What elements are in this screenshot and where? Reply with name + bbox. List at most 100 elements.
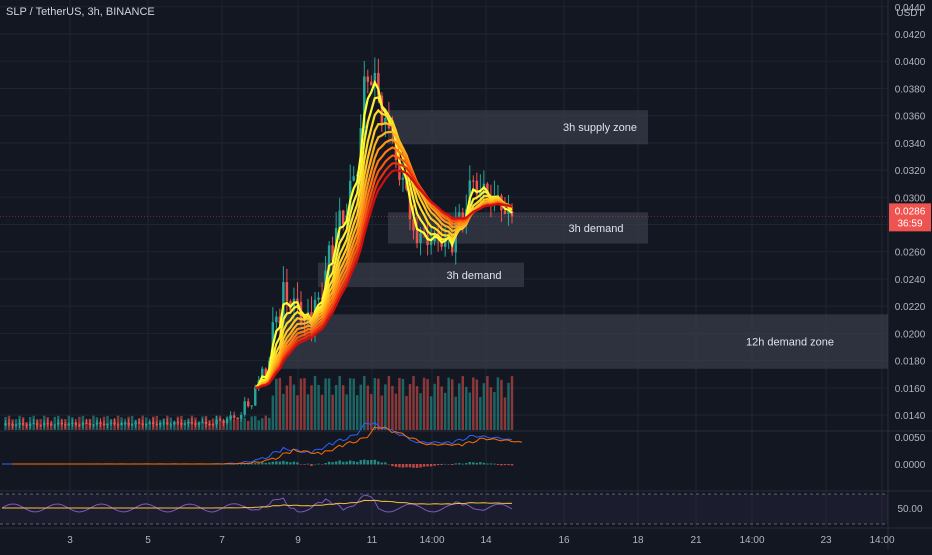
volume-bar [169,417,173,430]
volume-bar [261,418,264,430]
volume-bar [218,417,222,430]
price-tick-label: 0.0360 [895,112,926,123]
candle-body [275,316,278,323]
candle-body [443,238,447,247]
candle-body [415,230,419,244]
macd-bar [447,464,450,465]
candle-body [292,298,296,311]
volume-bar [436,376,440,430]
price-tick-label: 0.0300 [895,193,926,204]
volume-bar [21,417,25,430]
volume-bar [268,417,271,430]
macd-bar [436,464,440,466]
volume-bar [486,376,489,430]
macd-bar [468,462,472,465]
time-tick-label: 14:00 [869,535,894,546]
volume-bar [57,415,60,430]
volume-bar [201,416,204,430]
volume-bar [204,416,208,430]
volume-bar [187,418,190,430]
volume-bar [510,376,514,430]
macd-bar [440,464,443,465]
macd-bar [426,464,429,467]
macd-bar [486,463,489,465]
volume-bar [408,384,412,430]
volume-bar [352,378,355,430]
volume-bar [176,416,180,430]
last-price-countdown: 36:59 [897,218,922,229]
macd-bar [310,464,313,466]
volume-bar [78,416,81,430]
volume-bar [422,377,426,430]
zone-label: 3h supply zone [563,122,637,134]
zone-label: 3h demand [568,223,623,235]
volume-bar [264,415,268,430]
macd-bar [415,464,419,468]
volume-bar [387,376,391,430]
volume-bar [11,419,14,430]
candle-body [317,297,320,300]
macd-tick-label: 0.0000 [895,460,926,471]
macd-bar [422,464,426,467]
volume-bar [148,421,151,430]
volume-bar [507,382,510,430]
volume-bar [53,416,56,430]
candle-body [331,245,334,261]
volume-bar [211,418,215,430]
price-tick-label: 0.0380 [895,84,926,95]
candle-body [232,415,236,418]
volume-bar [461,376,464,430]
macd-bar [243,463,246,465]
volume-bar [306,394,310,430]
volume-bar [359,384,362,430]
candle-body [246,401,250,407]
volume-bar [155,415,158,430]
macd-bar [363,459,366,465]
volume-bar [447,377,450,430]
macd-bar [303,464,306,465]
macd-bar [380,462,384,465]
macd-bar [450,464,454,466]
time-tick-label: 16 [558,535,570,546]
volume-bar [377,378,380,430]
macd-bar [246,463,250,465]
volume-bar [479,397,482,430]
volume-bar [232,420,236,430]
macd-bar [377,461,380,465]
candle-body [341,210,345,225]
volume-bar [81,415,85,430]
price-tick-label: 0.0160 [895,384,926,395]
time-tick-label: 7 [219,535,225,546]
macd-bar [475,462,479,465]
macd-bar [257,462,260,465]
volume-bar [450,379,454,430]
macd-bar [261,462,264,465]
last-price-value: 0.0286 [895,206,926,217]
macd-bar [384,462,387,465]
macd-bar [254,463,257,465]
volume-bar [109,419,113,430]
candle-body [261,368,264,381]
volume-bar [120,417,123,430]
volume-bar [465,386,468,430]
candle-body [419,233,422,244]
candle-body [264,368,268,379]
volume-bar [356,395,359,430]
candle-body [338,210,341,229]
volume-bar [384,384,387,430]
candle-body [363,76,366,129]
macd-bar [412,464,415,468]
volume-bar [380,395,384,430]
volume-bar [296,395,299,430]
macd-bar [454,463,457,465]
time-tick-label: 14:00 [739,535,764,546]
macd-bar [352,461,355,465]
volume-bar [317,384,320,430]
price-tick-label: 0.0420 [895,30,926,41]
macd-bar [313,463,317,465]
candle-body [366,76,370,82]
macd-bar [408,464,412,468]
macd-bar [503,464,507,466]
